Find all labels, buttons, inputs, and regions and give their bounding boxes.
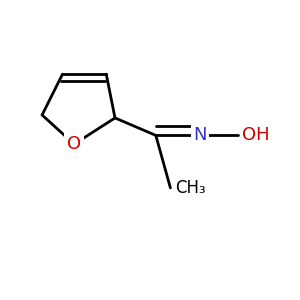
- Text: OH: OH: [242, 126, 269, 144]
- Text: O: O: [67, 135, 81, 153]
- Text: N: N: [193, 126, 206, 144]
- Text: CH₃: CH₃: [175, 179, 206, 197]
